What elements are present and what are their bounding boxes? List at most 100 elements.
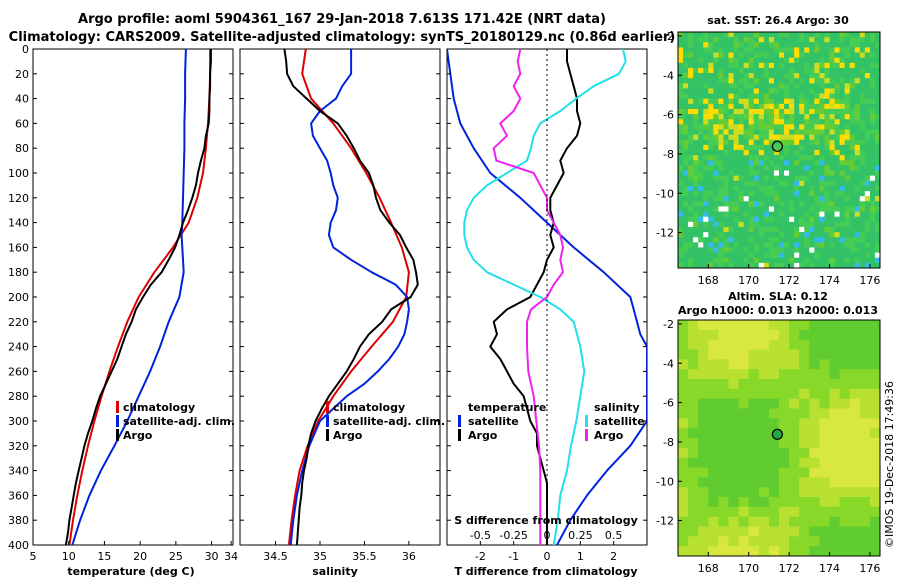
map-cell xyxy=(768,438,780,449)
map-cell xyxy=(824,129,830,136)
map-cell xyxy=(763,216,770,223)
map-cell xyxy=(693,226,699,233)
map-cell xyxy=(804,150,810,156)
map-cell xyxy=(784,67,790,74)
map-cell xyxy=(718,379,729,390)
map-cell xyxy=(809,487,820,498)
map-cell xyxy=(708,93,714,100)
map-cell xyxy=(799,428,810,439)
map-cell xyxy=(849,516,861,527)
map-cell xyxy=(824,114,830,120)
map-cell xyxy=(824,52,830,59)
map-cell xyxy=(713,62,719,69)
map-cell xyxy=(763,201,770,207)
map-cell xyxy=(834,37,840,43)
map-cell xyxy=(849,487,861,498)
map-cell xyxy=(794,150,800,156)
map-cell xyxy=(849,119,856,125)
map-cell xyxy=(758,103,765,110)
map-cell xyxy=(708,150,714,156)
map-cell xyxy=(758,252,765,259)
map-cell xyxy=(698,160,704,166)
map-cell xyxy=(748,388,760,400)
map-cell xyxy=(738,211,745,218)
map-cell xyxy=(698,262,704,269)
map-cell xyxy=(753,180,760,187)
map-cell xyxy=(844,52,851,59)
map-cell xyxy=(789,57,795,64)
map-cell xyxy=(849,62,856,69)
map-cell xyxy=(753,52,760,59)
map-cell xyxy=(829,124,835,130)
map-cell xyxy=(718,457,729,468)
map-cell xyxy=(839,546,851,557)
legend-label-satellite: satellite-adj. clim. xyxy=(333,415,445,428)
map-cell xyxy=(758,398,770,409)
map-cell xyxy=(784,237,790,243)
map-cell xyxy=(809,418,820,429)
map-cell xyxy=(789,93,795,100)
map-cell xyxy=(854,237,861,243)
map-cell xyxy=(794,175,800,182)
map-cell xyxy=(758,42,765,48)
map-cell xyxy=(728,119,734,125)
map-cell xyxy=(779,47,785,53)
map-cell xyxy=(809,516,820,527)
map-cell xyxy=(688,237,694,243)
map-cell xyxy=(844,103,851,110)
map-cell xyxy=(768,242,775,248)
map-cell xyxy=(859,418,871,429)
map-cell xyxy=(733,129,739,136)
map-cell xyxy=(753,134,760,141)
x-tick-label: 1 xyxy=(577,550,584,563)
map-cell xyxy=(748,103,755,110)
map-cell xyxy=(844,196,851,202)
map-cell xyxy=(708,139,714,146)
map-cell xyxy=(773,211,780,218)
map-cell xyxy=(829,119,835,125)
map-cell xyxy=(814,191,820,197)
map-cell xyxy=(799,447,810,459)
series-line-temperature-satellite xyxy=(447,49,647,545)
map-cell xyxy=(773,221,780,228)
map-cell xyxy=(869,206,876,212)
map-cell xyxy=(809,83,815,89)
map-cell xyxy=(743,165,750,171)
map-cell xyxy=(733,88,739,94)
map-cell xyxy=(753,216,760,223)
map-cell xyxy=(698,467,709,478)
depth-tick-label: 400 xyxy=(8,539,29,552)
map-cell xyxy=(809,398,820,409)
map-cell xyxy=(748,247,755,254)
map-cell xyxy=(773,37,780,43)
map-cell xyxy=(859,57,866,64)
map-cell xyxy=(708,477,719,488)
lon-tick-label: 174 xyxy=(819,562,840,575)
map-cell xyxy=(773,139,780,146)
map-cell xyxy=(849,103,856,110)
map-cell xyxy=(814,42,820,48)
map-cell xyxy=(758,98,765,105)
map-cell xyxy=(763,98,770,105)
map-cell xyxy=(829,108,835,115)
map-cell xyxy=(789,477,800,488)
map-cell xyxy=(768,134,775,141)
map-cell xyxy=(849,379,861,390)
map-cell xyxy=(799,457,810,468)
map-cell xyxy=(733,98,739,105)
depth-tick-label: 0 xyxy=(22,43,29,56)
map-cell xyxy=(854,175,861,182)
map-cell xyxy=(708,526,719,537)
map-cell xyxy=(698,329,709,341)
map-cell xyxy=(733,150,739,156)
map-cell xyxy=(713,108,719,115)
map-cell xyxy=(688,37,694,43)
map-cell xyxy=(738,134,745,141)
map-cell xyxy=(849,139,856,146)
map-cell xyxy=(703,93,709,100)
map-cell xyxy=(819,257,825,264)
map-cell xyxy=(784,180,790,187)
map-cell xyxy=(678,546,689,557)
map-cell xyxy=(809,119,815,125)
map-cell xyxy=(703,139,709,146)
